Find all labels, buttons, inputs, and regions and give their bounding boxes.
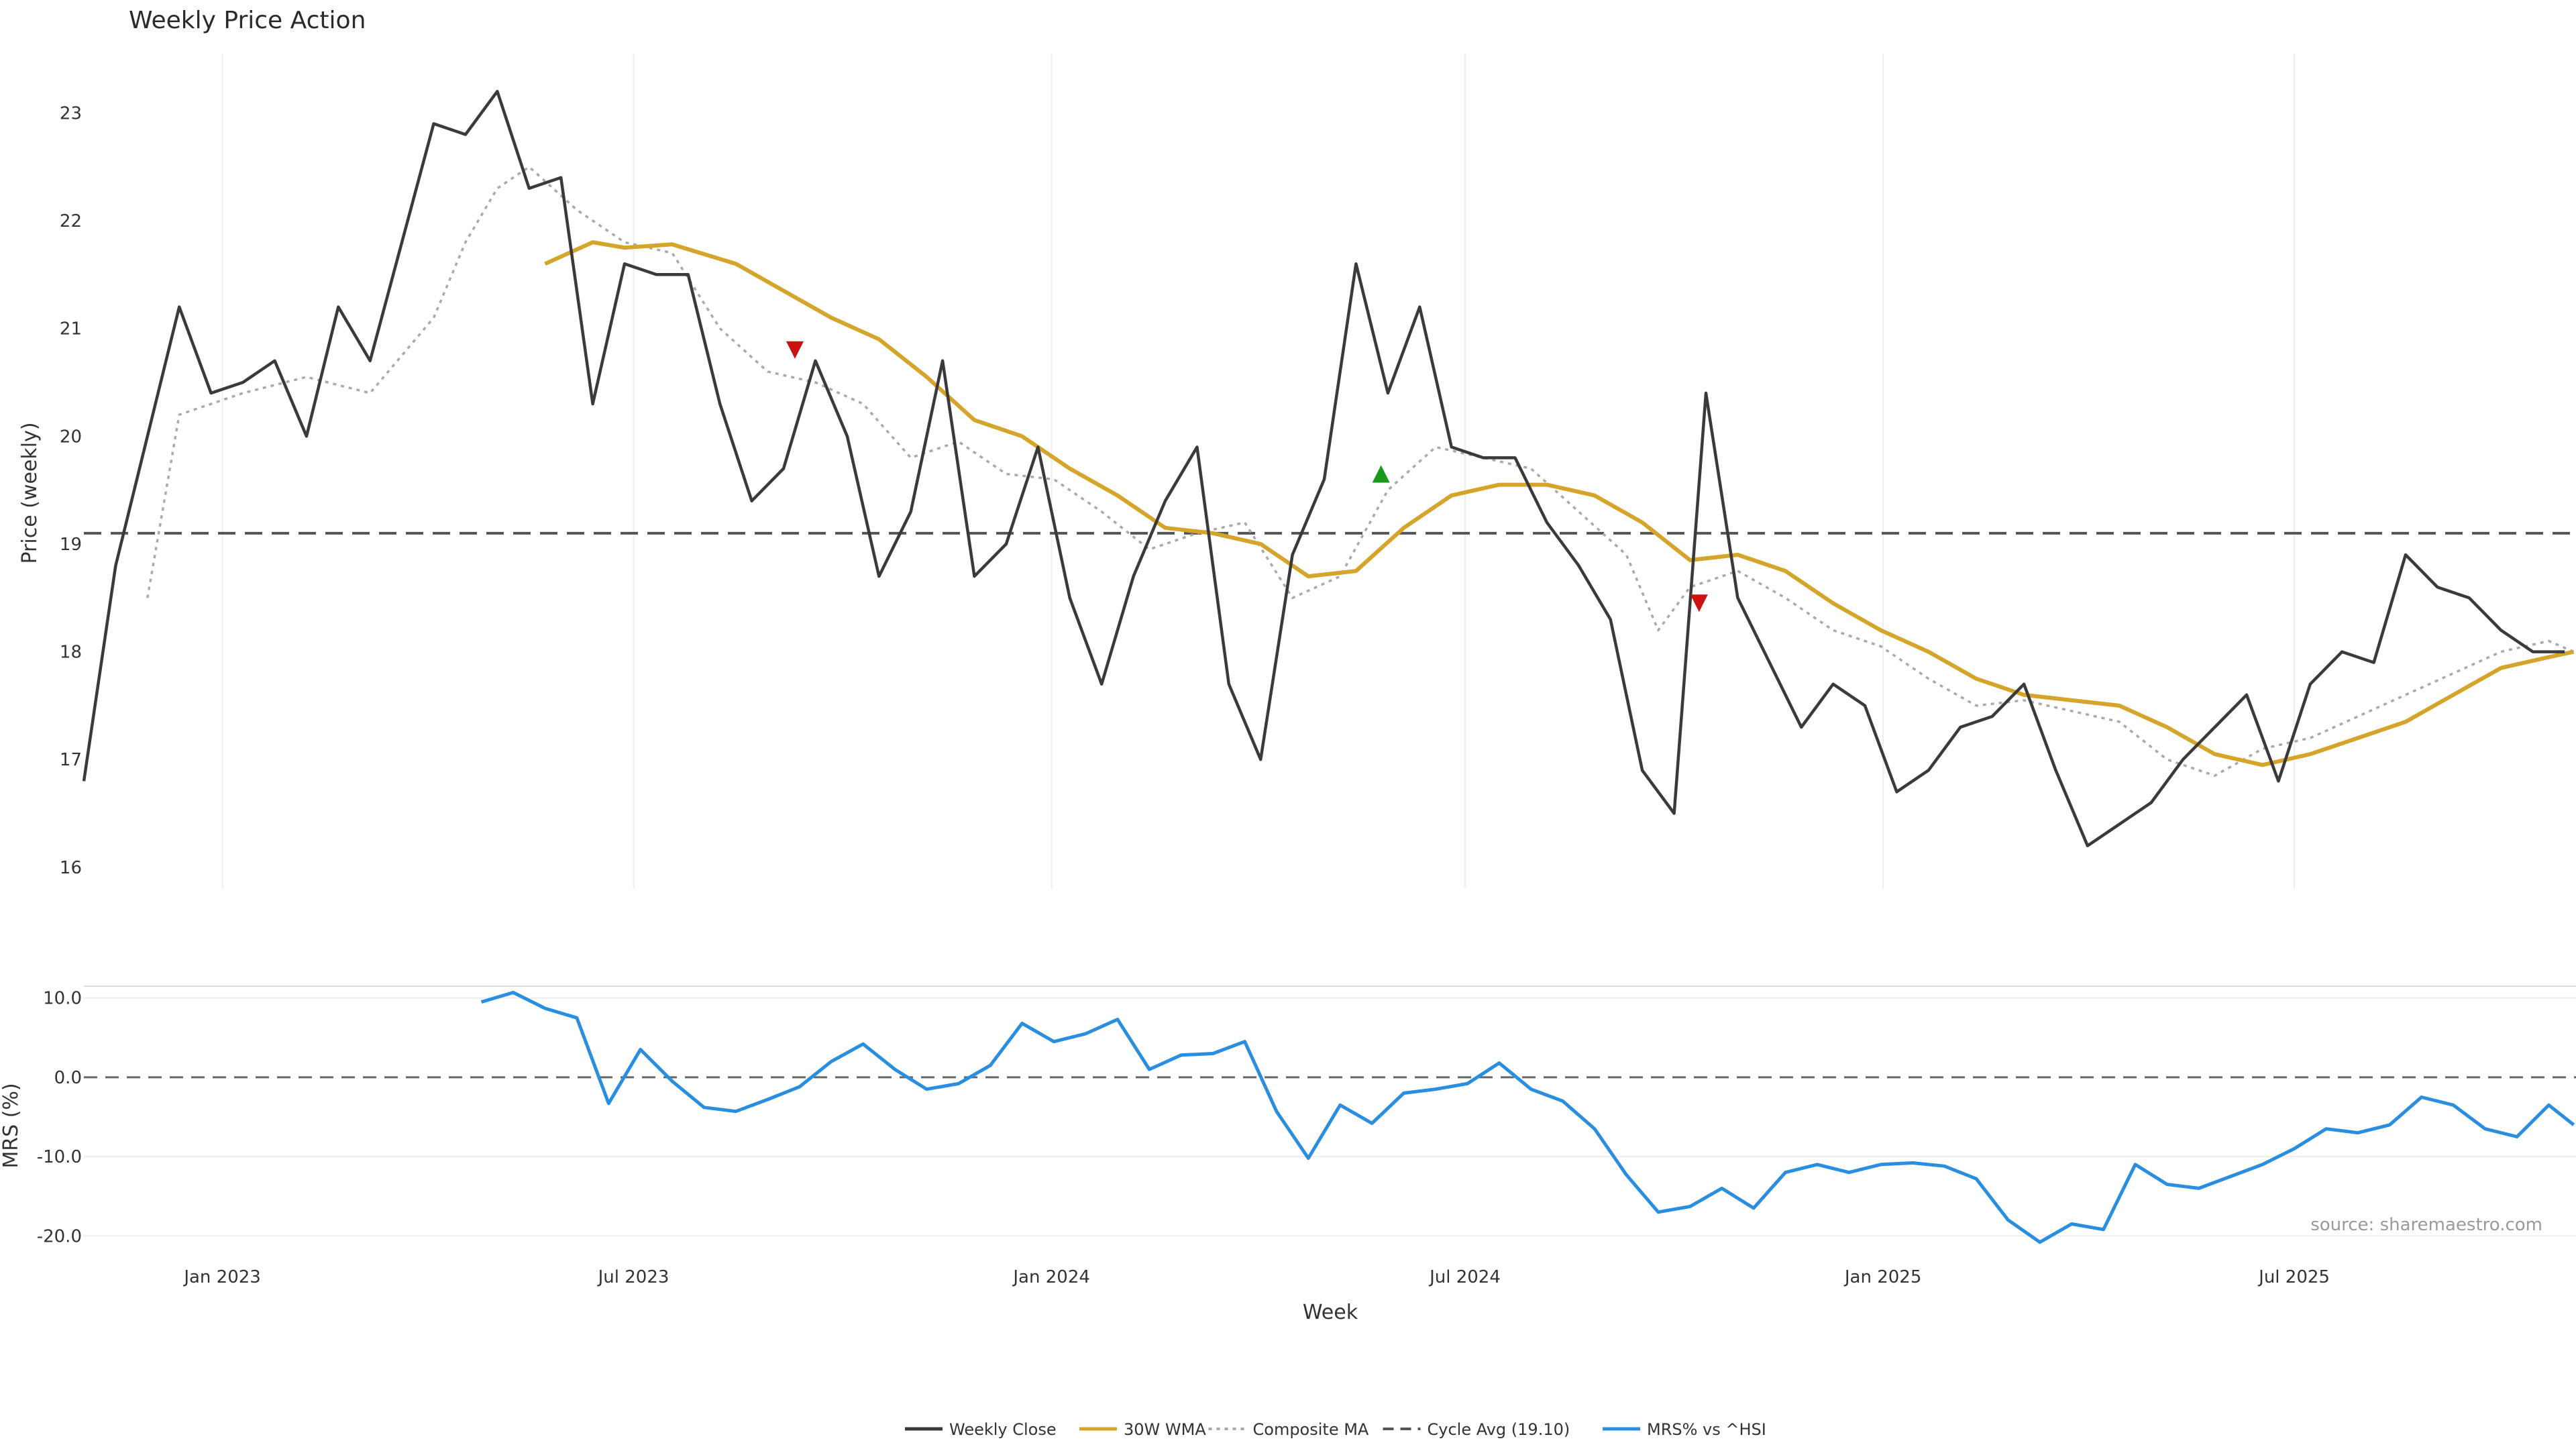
chart-title: Weekly Price Action: [129, 7, 366, 34]
composite-ma-line: [146, 165, 2575, 777]
legend-entry: Composite MA: [1208, 1420, 1369, 1439]
x-tick-label: Jan 2023: [182, 1267, 261, 1287]
price-y-tick-label: 20: [60, 427, 82, 447]
x-tick-label: Jul 2025: [2257, 1267, 2330, 1287]
legend: Weekly Close 30W WMA Composite MA Cycle Avg…: [905, 1420, 1766, 1439]
price-y-tick-label: 16: [60, 858, 82, 878]
x-tick-label: Jul 2023: [597, 1267, 669, 1287]
legend-label: Cycle Avg (19.10): [1428, 1420, 1570, 1439]
price-axis-title: Price (weekly): [18, 422, 42, 564]
legend-entry: Cycle Avg (19.10): [1383, 1420, 1570, 1439]
legend-label: Weekly Close: [949, 1420, 1057, 1439]
price-y-tick-label: 23: [60, 103, 82, 123]
sell-signal-marker: [786, 341, 804, 359]
sell-signal-marker: [1690, 594, 1708, 612]
mrs-line: [480, 991, 2575, 1244]
mrs-axis-title: MRS (%): [0, 1083, 23, 1168]
mrs-y-tick-label: 0.0: [54, 1068, 82, 1088]
mrs-y-tick-label: 10.0: [43, 989, 82, 1009]
buy-signal-marker: [1372, 465, 1390, 483]
price-y-tick-label: 18: [60, 643, 82, 663]
x-axis-title: Week: [1303, 1301, 1358, 1324]
x-tick-label: Jan 2024: [1012, 1267, 1090, 1287]
legend-label: 30W WMA: [1124, 1420, 1206, 1439]
x-tick-label: Jul 2024: [1428, 1267, 1501, 1287]
price-y-tick-label: 21: [60, 319, 82, 339]
weekly-close-line: [82, 89, 2565, 847]
source-note: source: sharemaestro.com: [2310, 1215, 2542, 1235]
legend-label: Composite MA: [1253, 1420, 1369, 1439]
wma-30w-line: [544, 240, 2575, 767]
legend-label: MRS% vs ^HSI: [1647, 1420, 1766, 1439]
legend-entry: 30W WMA: [1079, 1420, 1206, 1439]
price-y-tick-label: 22: [60, 211, 82, 231]
price-y-tick-label: 19: [60, 535, 82, 555]
x-tick-label: Jan 2025: [1843, 1267, 1922, 1287]
mrs-y-tick-label: -10.0: [37, 1147, 82, 1167]
mrs-y-tick-label: -20.0: [37, 1226, 82, 1246]
legend-entry: MRS% vs ^HSI: [1603, 1420, 1766, 1439]
price-y-tick-label: 17: [60, 750, 82, 770]
legend-entry: Weekly Close: [905, 1420, 1057, 1439]
